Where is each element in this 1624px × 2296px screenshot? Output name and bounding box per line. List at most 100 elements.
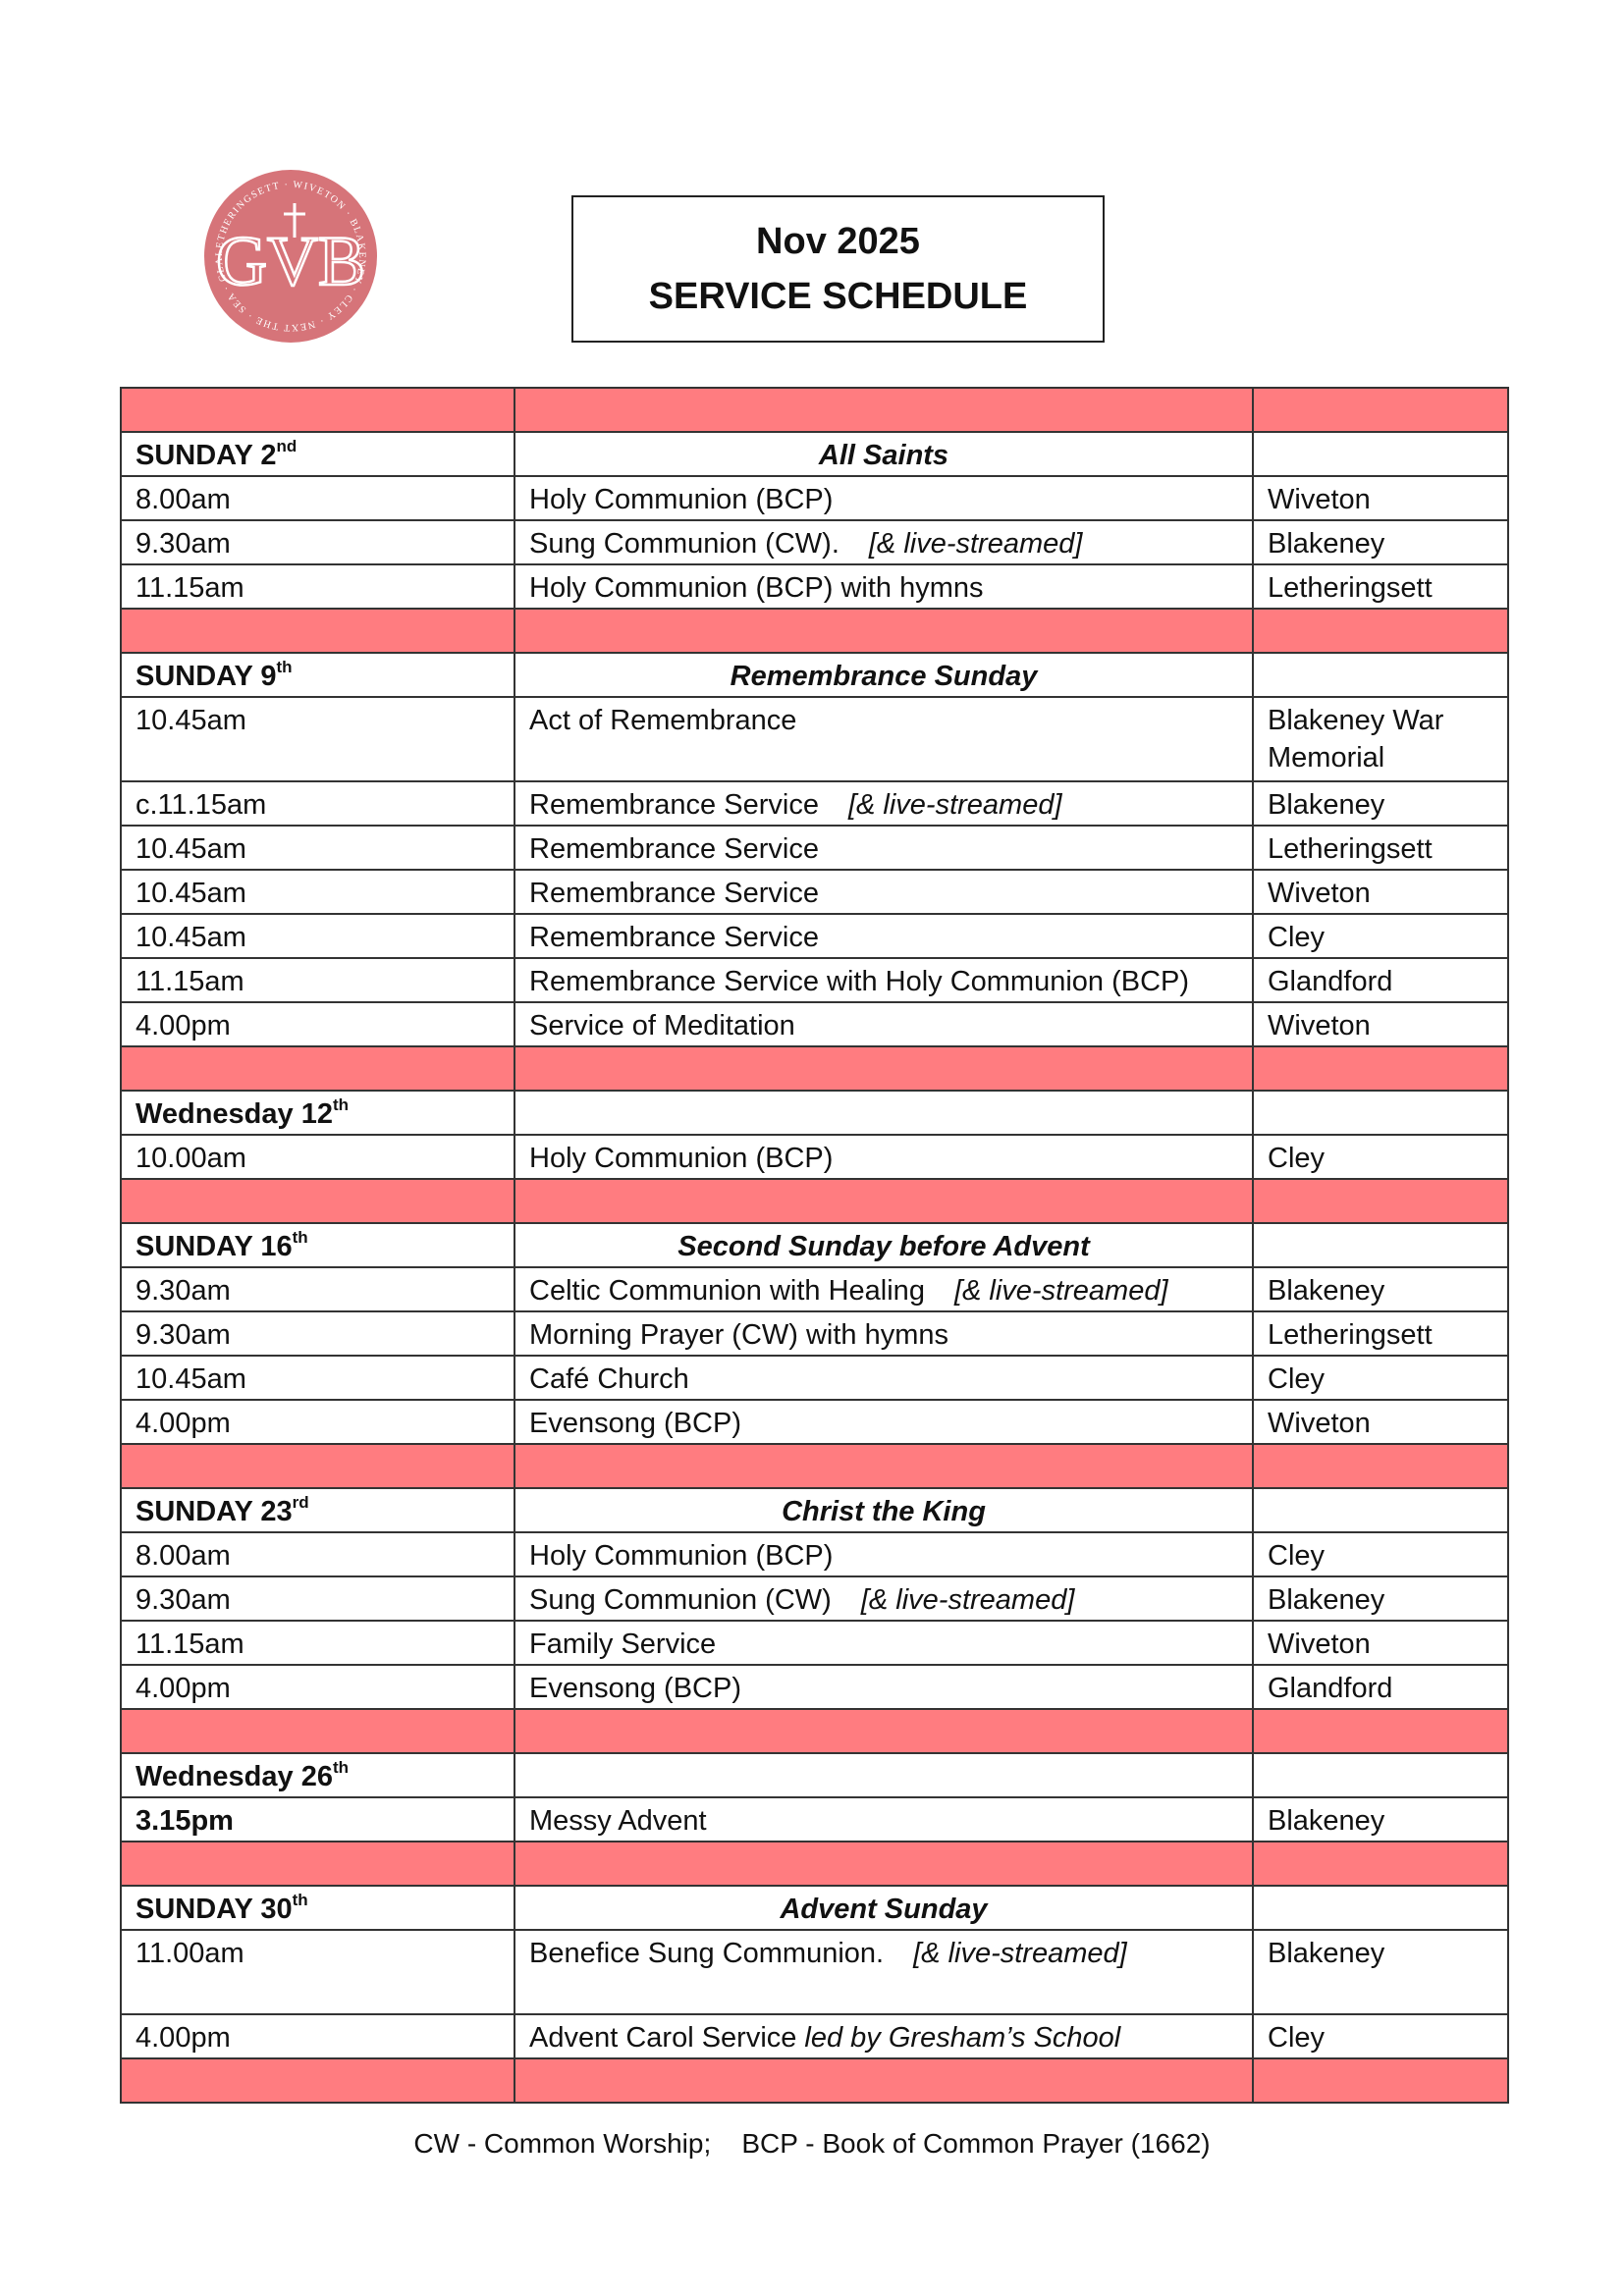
- benefice-logo: LETHERINGSETT · WIVETON · BLAKENEY · CLE…: [203, 169, 377, 343]
- table-row: 9.30am Sung Communion (CW) [& live-streame…: [120, 1575, 1509, 1622]
- title-month: Nov 2025: [756, 221, 920, 262]
- service-name: Remembrance Service with Holy Communion …: [529, 966, 1190, 997]
- day-header-row: SUNDAY 9th Remembrance Sunday: [120, 652, 1509, 698]
- occasion-label: Christ the King: [782, 1496, 986, 1527]
- service-name: Evensong (BCP): [529, 1673, 741, 1704]
- day-suffix: nd: [276, 437, 298, 455]
- service-name: Act of Remembrance: [529, 705, 797, 736]
- place-cell: Blakeney: [1252, 1796, 1509, 1842]
- place-cell: Blakeney: [1252, 1929, 1509, 2015]
- separator-row: [120, 1045, 1509, 1092]
- day-suffix: th: [292, 1891, 308, 1909]
- separator-cell: [514, 1045, 1254, 1092]
- service-cell: Service of Meditation: [514, 1001, 1254, 1047]
- time-cell: 10.00am: [120, 1134, 515, 1180]
- separator-cell: [514, 1178, 1254, 1224]
- separator-row: [120, 1178, 1509, 1224]
- table-row: 10.45am Remembrance Service Wiveton: [120, 869, 1509, 915]
- separator-cell: [120, 608, 515, 654]
- service-name: Remembrance Service: [529, 922, 819, 953]
- place-cell: [1252, 1222, 1509, 1268]
- service-cell: Messy Advent: [514, 1796, 1254, 1842]
- occasion-cell: Second Sunday before Advent: [514, 1222, 1254, 1268]
- service-cell: Holy Communion (BCP) with hymns: [514, 563, 1254, 610]
- place-cell: [1252, 1487, 1509, 1533]
- time-cell: 9.30am: [120, 1266, 515, 1312]
- time-cell: c.11.15am: [120, 780, 515, 827]
- occasion-cell: Remembrance Sunday: [514, 652, 1254, 698]
- day-header-row: SUNDAY 16th Second Sunday before Advent: [120, 1222, 1509, 1268]
- day-label: Wednesday 12: [135, 1098, 333, 1130]
- table-row: 9.30am Celtic Communion with Healing [& li…: [120, 1266, 1509, 1312]
- place-cell: [1252, 1752, 1509, 1798]
- day-cell: SUNDAY 16th: [120, 1222, 515, 1268]
- separator-cell: [120, 1708, 515, 1754]
- place-cell: Blakeney War Memorial: [1252, 696, 1509, 782]
- time-cell: 11.15am: [120, 957, 515, 1003]
- separator-cell: [120, 387, 515, 433]
- separator-cell: [1252, 1708, 1509, 1754]
- time-cell: 11.15am: [120, 563, 515, 610]
- table-row: 4.00pm Evensong (BCP) Wiveton: [120, 1399, 1509, 1445]
- time-cell: 9.30am: [120, 1310, 515, 1357]
- separator-cell: [514, 2057, 1254, 2104]
- separator-cell: [514, 608, 1254, 654]
- place-cell: Blakeney: [1252, 1266, 1509, 1312]
- table-row: 10.45am Remembrance Service Letheringsett: [120, 825, 1509, 871]
- place-cell: Wiveton: [1252, 475, 1509, 521]
- occasion-cell: Advent Sunday: [514, 1885, 1254, 1931]
- place-cell: Blakeney: [1252, 519, 1509, 565]
- service-name: Evensong (BCP): [529, 1408, 741, 1439]
- occasion-cell: [514, 1090, 1254, 1136]
- place-cell: Letheringsett: [1252, 1310, 1509, 1357]
- service-cell: Remembrance Service: [514, 825, 1254, 871]
- time-cell: 9.30am: [120, 519, 515, 565]
- table-row: 9.30am Morning Prayer (CW) with hymns Leth…: [120, 1310, 1509, 1357]
- occasion-label: Remembrance Sunday: [730, 661, 1038, 692]
- service-cell: Advent Carol Service led by Gresham’s Sch…: [514, 2013, 1254, 2059]
- table-row: c.11.15am Remembrance Service [& live-stre…: [120, 780, 1509, 827]
- place-cell: Cley: [1252, 1531, 1509, 1577]
- table-row: 11.00am Benefice Sung Communion. [& live-s…: [120, 1929, 1509, 2015]
- time-cell: 9.30am: [120, 1575, 515, 1622]
- service-cell: Holy Communion (BCP): [514, 475, 1254, 521]
- day-label: SUNDAY 9: [135, 661, 277, 692]
- occasion-label: Second Sunday before Advent: [677, 1231, 1090, 1262]
- time-cell: 4.00pm: [120, 1664, 515, 1710]
- separator-row: [120, 2057, 1509, 2104]
- service-name: Messy Advent: [529, 1805, 707, 1837]
- table-row: 4.00pm Evensong (BCP) Glandford: [120, 1664, 1509, 1710]
- service-note: [& live-streamed]: [913, 1938, 1127, 1969]
- time-cell: 4.00pm: [120, 2013, 515, 2059]
- service-name: Family Service: [529, 1629, 717, 1660]
- separator-row: [120, 1708, 1509, 1754]
- title-box: Nov 2025 SERVICE SCHEDULE: [571, 195, 1105, 343]
- place-cell: Glandford: [1252, 1664, 1509, 1710]
- place-cell: Blakeney: [1252, 780, 1509, 827]
- day-header-row: SUNDAY 23rd Christ the King: [120, 1487, 1509, 1533]
- day-label: SUNDAY 16: [135, 1231, 293, 1262]
- service-name: Sung Communion (CW).: [529, 528, 839, 560]
- service-name: Sung Communion (CW): [529, 1584, 832, 1616]
- occasion-label: All Saints: [818, 440, 949, 471]
- table-row: 3.15pm Messy Advent Blakeney: [120, 1796, 1509, 1842]
- service-name: Celtic Communion with Healing: [529, 1275, 925, 1307]
- separator-cell: [120, 1841, 515, 1887]
- day-cell: SUNDAY 30th: [120, 1885, 515, 1931]
- service-note: [& live-streamed]: [860, 1584, 1075, 1616]
- day-cell: SUNDAY 9th: [120, 652, 515, 698]
- place-cell: [1252, 1090, 1509, 1136]
- day-header-row: Wednesday 12th: [120, 1090, 1509, 1136]
- service-cell: Holy Communion (BCP): [514, 1531, 1254, 1577]
- day-label: SUNDAY 23: [135, 1496, 293, 1527]
- table-row: 10.45am Act of Remembrance Blakeney War Me…: [120, 696, 1509, 782]
- day-suffix: th: [332, 1095, 349, 1114]
- service-cell: Evensong (BCP): [514, 1664, 1254, 1710]
- separator-cell: [120, 1178, 515, 1224]
- separator-cell: [514, 387, 1254, 433]
- service-name: Remembrance Service: [529, 878, 819, 909]
- abbreviations-footer: CW - Common Worship; BCP - Book of Commo…: [413, 2128, 1211, 2159]
- separator-cell: [1252, 608, 1509, 654]
- separator-cell: [1252, 1178, 1509, 1224]
- table-row: 8.00am Holy Communion (BCP) Wiveton: [120, 475, 1509, 521]
